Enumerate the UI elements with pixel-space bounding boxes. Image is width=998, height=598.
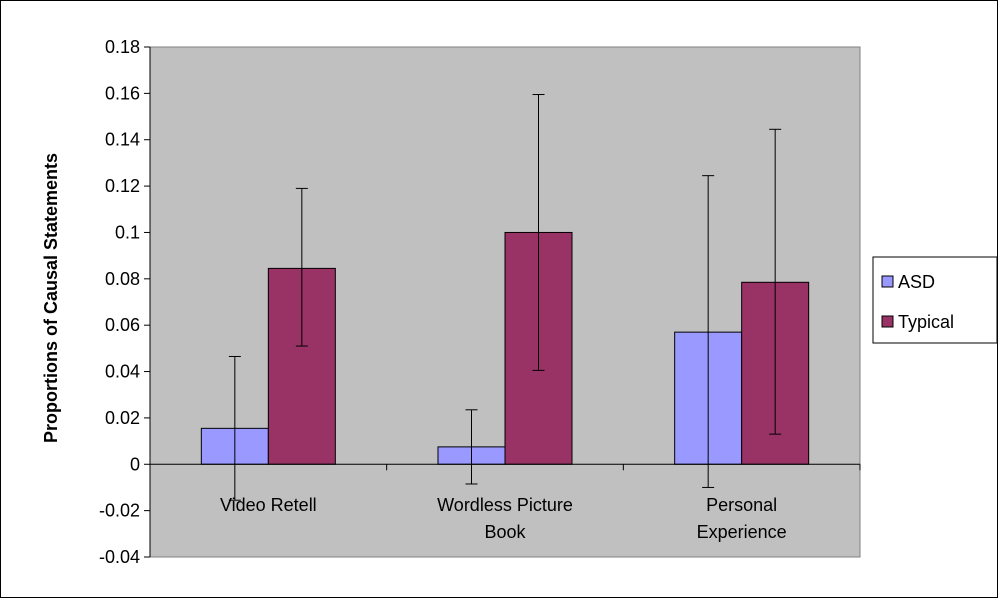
y-axis-ticks: -0.04 -0.02 0 0.02 0.04 0.06 0.08 0.1 0.12 0.14 0.… xyxy=(99,37,150,567)
y-tick-label: 0.14 xyxy=(105,130,140,150)
category-label: Video Retell xyxy=(220,495,317,515)
y-tick-label: -0.04 xyxy=(99,547,140,567)
y-tick-label: 0.04 xyxy=(105,362,140,382)
legend-swatch-typical xyxy=(881,315,894,328)
y-axis-title: Proportions of Causal Statements xyxy=(41,153,61,443)
y-tick-label: 0.06 xyxy=(105,315,140,335)
y-tick-label: 0.1 xyxy=(115,222,140,242)
legend-box xyxy=(872,256,998,344)
legend-label-typical: Typical xyxy=(898,312,954,332)
y-tick-label: -0.02 xyxy=(99,501,140,521)
y-tick-label: 0.18 xyxy=(105,37,140,57)
category-label: Personal Experience xyxy=(697,495,787,542)
legend-label-asd: ASD xyxy=(898,272,935,292)
legend-swatch-asd xyxy=(881,275,894,288)
y-tick-label: 0.12 xyxy=(105,176,140,196)
x-axis-ticks xyxy=(149,464,861,471)
y-tick-label: 0.08 xyxy=(105,269,140,289)
category-labels: Video Retell Wordless Picture Book Personal… xyxy=(220,495,787,542)
y-tick-label: 0 xyxy=(130,454,140,474)
y-tick-label: 0.16 xyxy=(105,83,140,103)
error-bars xyxy=(228,94,782,501)
category-label: Wordless Picture Book xyxy=(437,495,573,542)
y-tick-label: 0.02 xyxy=(105,408,140,428)
